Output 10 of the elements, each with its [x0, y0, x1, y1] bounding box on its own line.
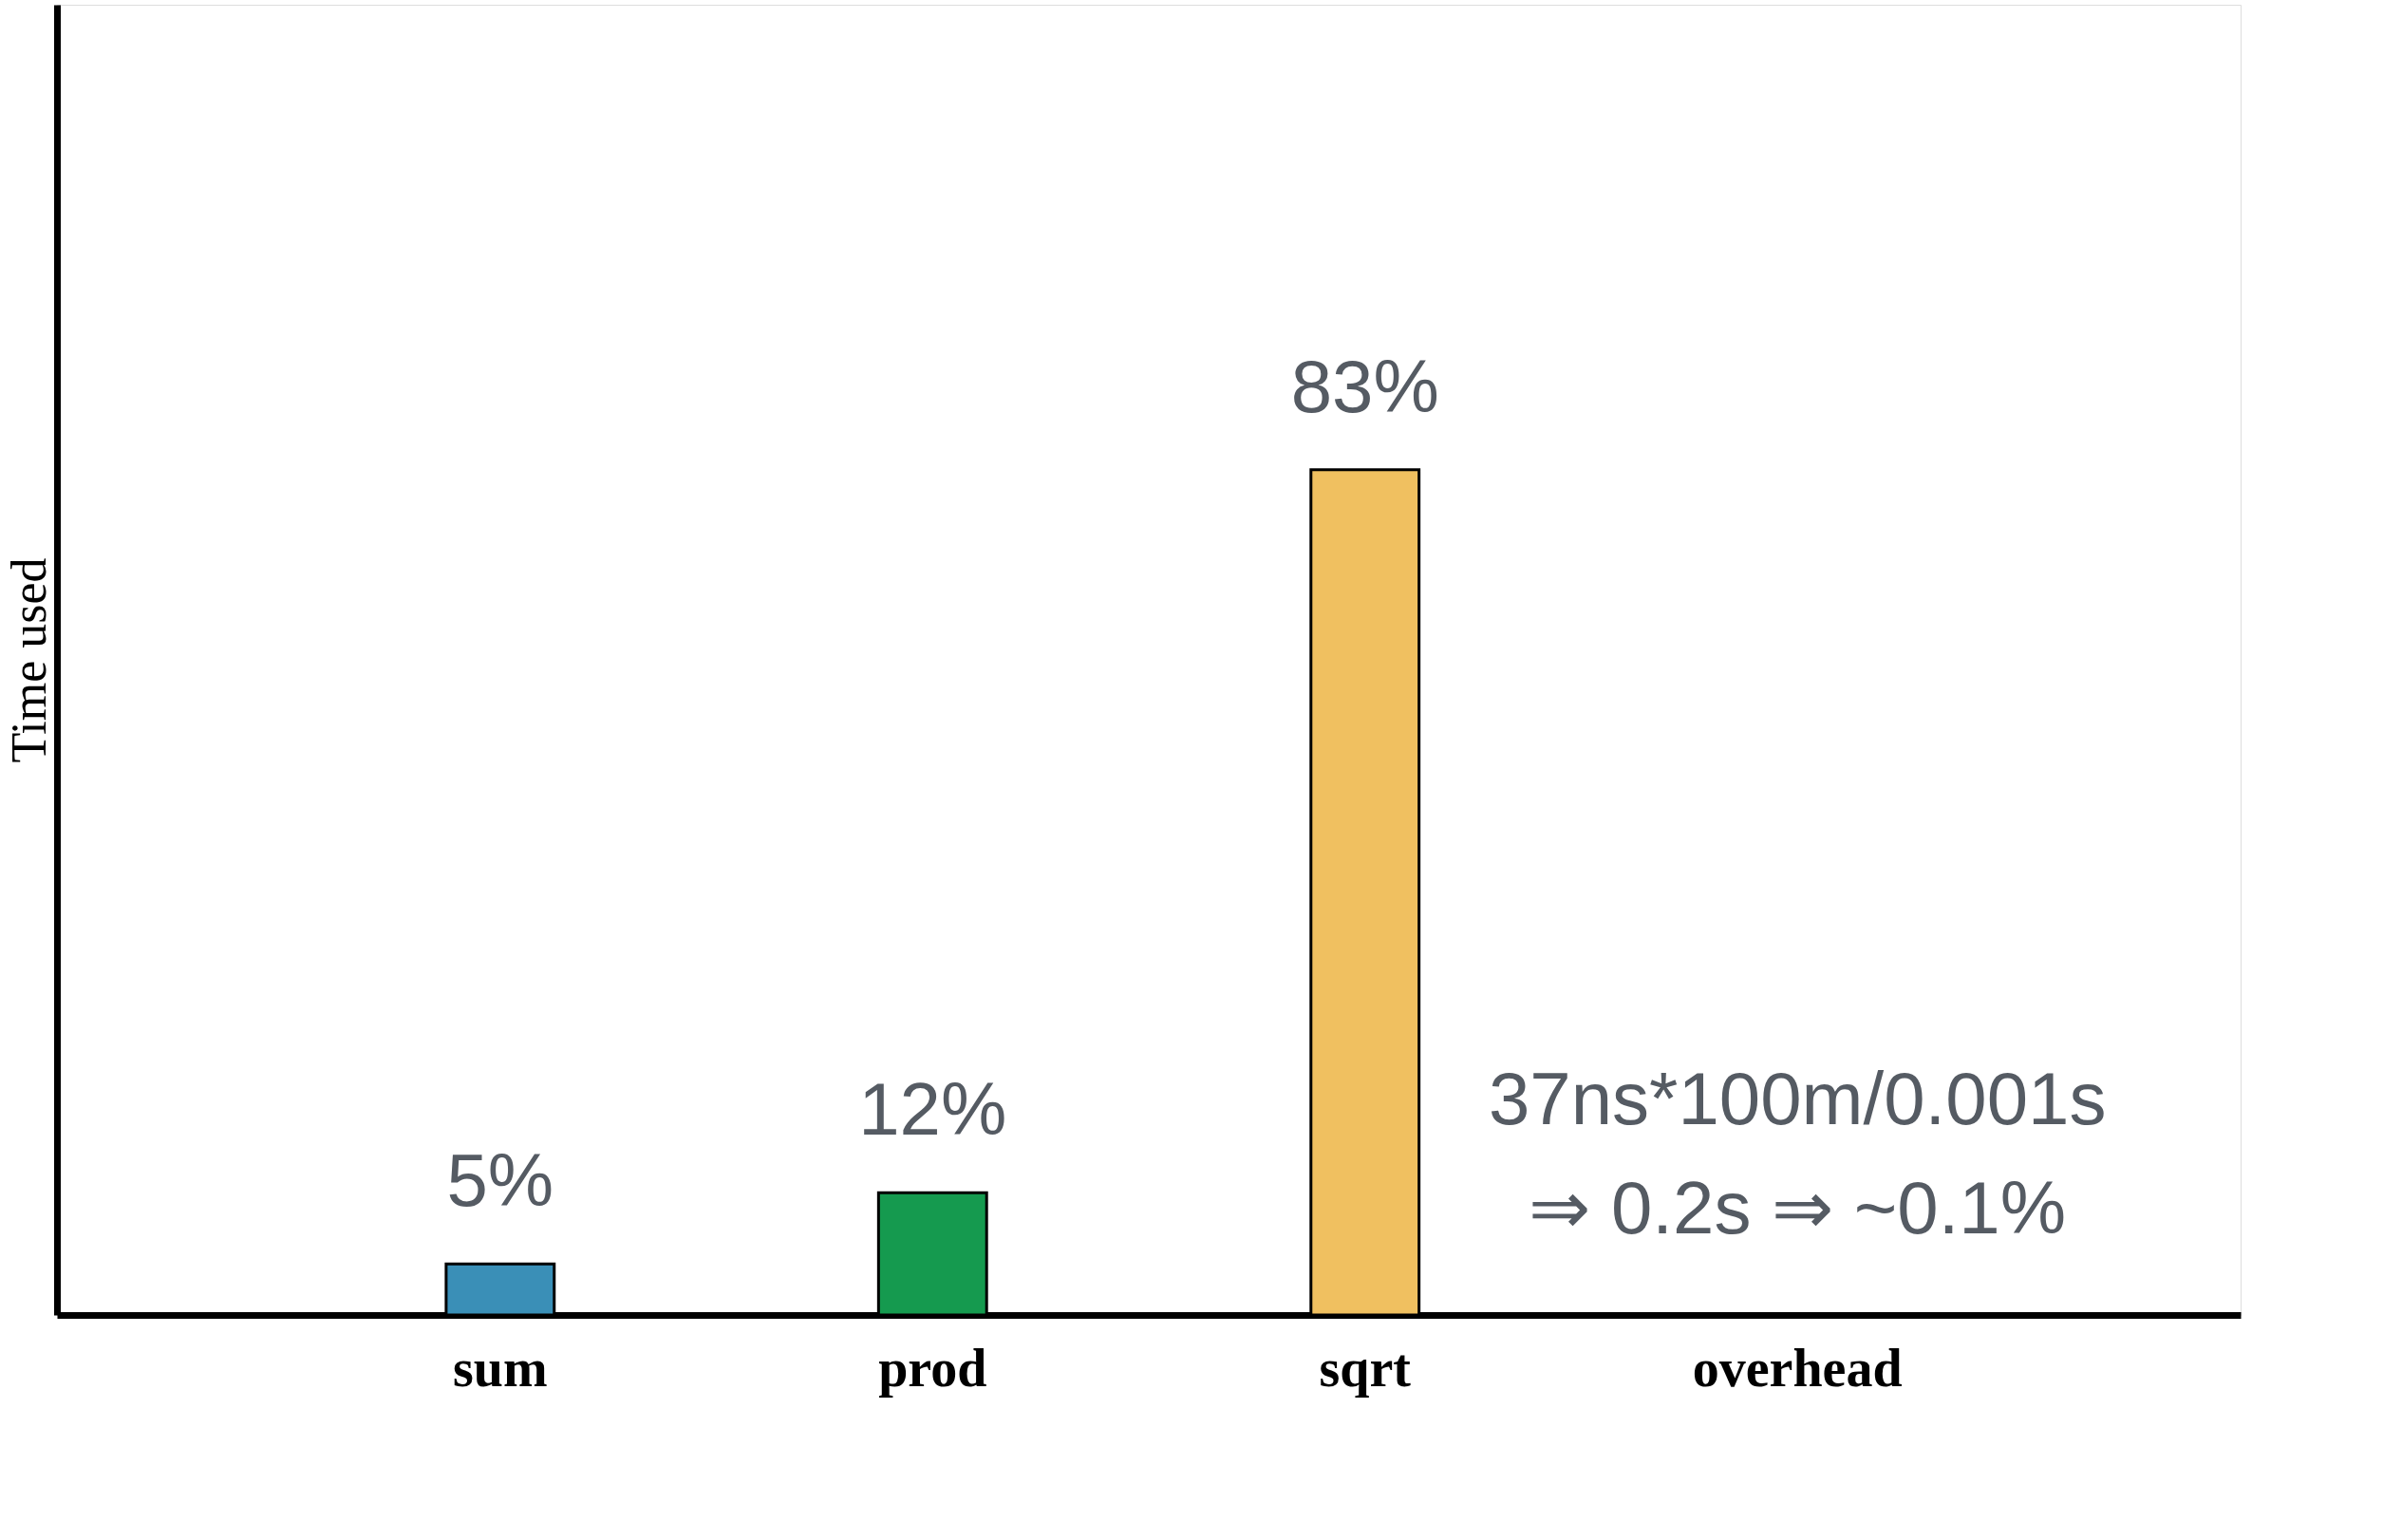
y-axis-title: Time used [1, 557, 56, 763]
x-tick-label: overhead [1692, 1338, 1903, 1398]
x-tick-label: sqrt [1319, 1338, 1412, 1398]
annotation: ⇒ 0.2s ⇒ ~0.1% [1529, 1166, 2067, 1249]
annotation: 37ns*100m/0.001s [1488, 1057, 2107, 1140]
x-tick-label: sum [453, 1338, 548, 1398]
data-label: 12% [858, 1067, 1007, 1152]
data-label: 5% [446, 1138, 554, 1223]
x-tick-label: prod [878, 1338, 987, 1398]
data-label: 83% [1290, 344, 1439, 428]
